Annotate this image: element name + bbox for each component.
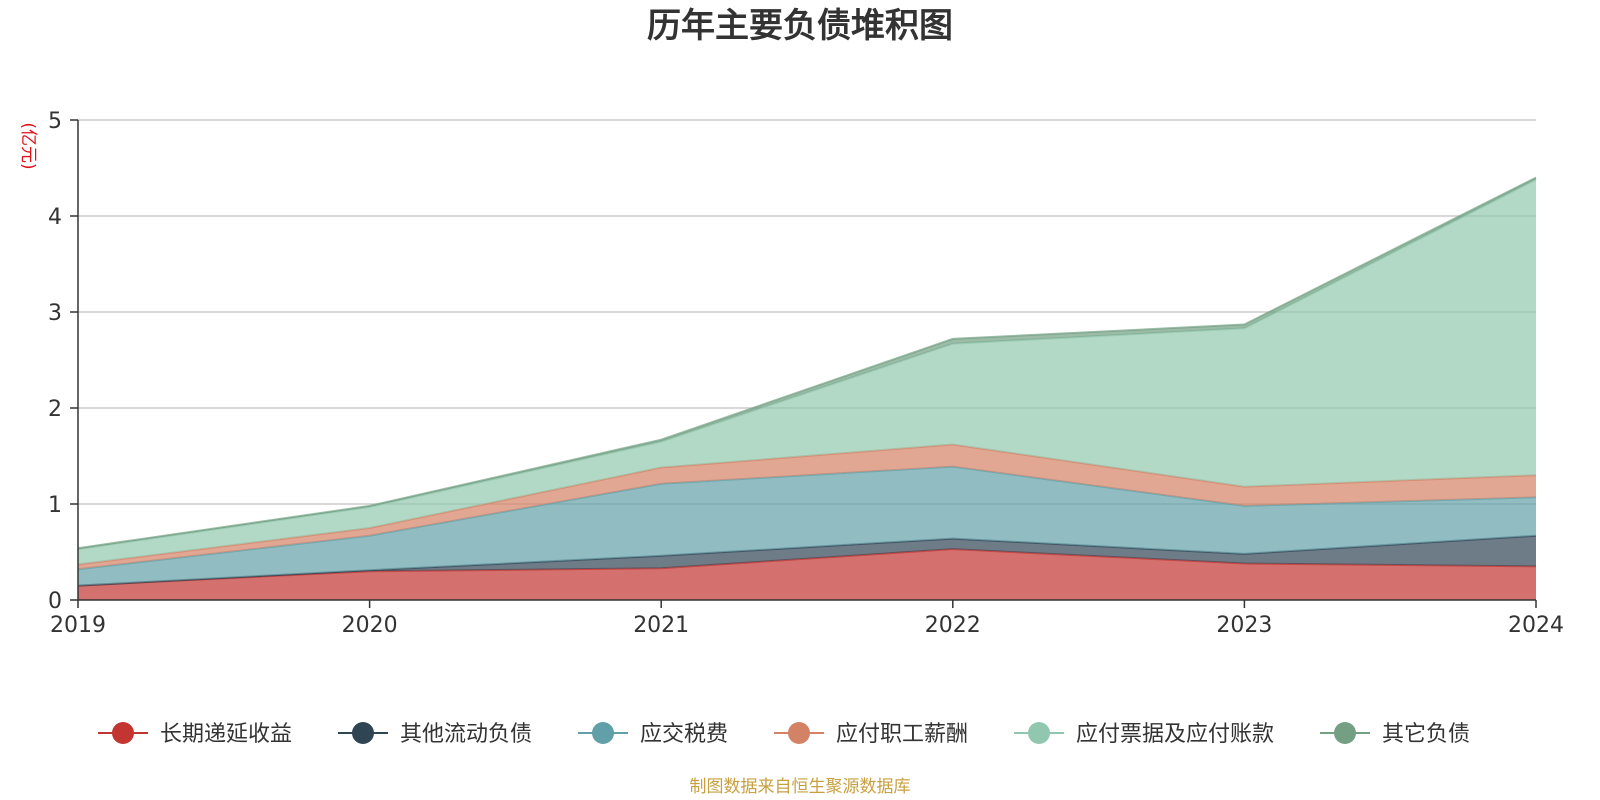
legend-item: 其他流动负债 [338, 722, 532, 747]
legend-item: 长期递延收益 [98, 722, 292, 747]
legend-marker [788, 722, 810, 744]
legend-label: 其它负债 [1382, 722, 1470, 747]
legend-marker [112, 722, 134, 744]
legend-label: 应付职工薪酬 [836, 722, 968, 747]
x-tick-label: 2019 [50, 613, 106, 638]
area-2 [78, 535, 1536, 586]
legend-item: 应交税费 [578, 722, 728, 747]
y-tick-label: 0 [48, 589, 62, 614]
data-source-note: 制图数据来自恒生聚源数据库 [690, 777, 911, 797]
legend-label: 长期递延收益 [160, 722, 292, 747]
area-4 [78, 444, 1536, 570]
legend-item: 应付票据及应付账款 [1014, 722, 1274, 747]
x-tick-label: 2021 [633, 613, 689, 638]
legend-item: 其它负债 [1320, 722, 1470, 747]
x-tick-label: 2023 [1216, 613, 1272, 638]
y-tick-label: 5 [48, 109, 62, 134]
chart-title: 历年主要负债堆积图 [647, 6, 953, 46]
legend-label: 应付票据及应付账款 [1076, 722, 1274, 747]
legend-item: 应付职工薪酬 [774, 722, 968, 747]
y-tick-label: 1 [48, 493, 62, 518]
area-series [77, 176, 1537, 600]
y-tick-label: 2 [48, 397, 62, 422]
legend-marker [1028, 722, 1050, 744]
legend-marker [352, 722, 374, 744]
y-axis-unit-label: (亿元) [18, 122, 38, 169]
area-5 [78, 179, 1536, 565]
y-tick-label: 3 [48, 301, 62, 326]
area-1 [78, 549, 1536, 600]
legend-marker [592, 722, 614, 744]
legend-label: 应交税费 [640, 722, 728, 747]
legend-label: 其他流动负债 [400, 722, 532, 747]
series-line-6 [77, 176, 1537, 550]
x-tick-label: 2024 [1508, 613, 1564, 638]
x-tick-label: 2022 [925, 613, 981, 638]
legend-marker [1334, 722, 1356, 744]
axes: 0 1 2 3 4 5 2019 2020 2021 2022 2023 2024 [48, 109, 1564, 638]
y-tick-label: 4 [48, 205, 62, 230]
x-tick-label: 2020 [342, 613, 398, 638]
legend: 长期递延收益 其他流动负债 应交税费 应付职工薪酬 应付票据及应付账款 其它负债 [98, 722, 1470, 747]
